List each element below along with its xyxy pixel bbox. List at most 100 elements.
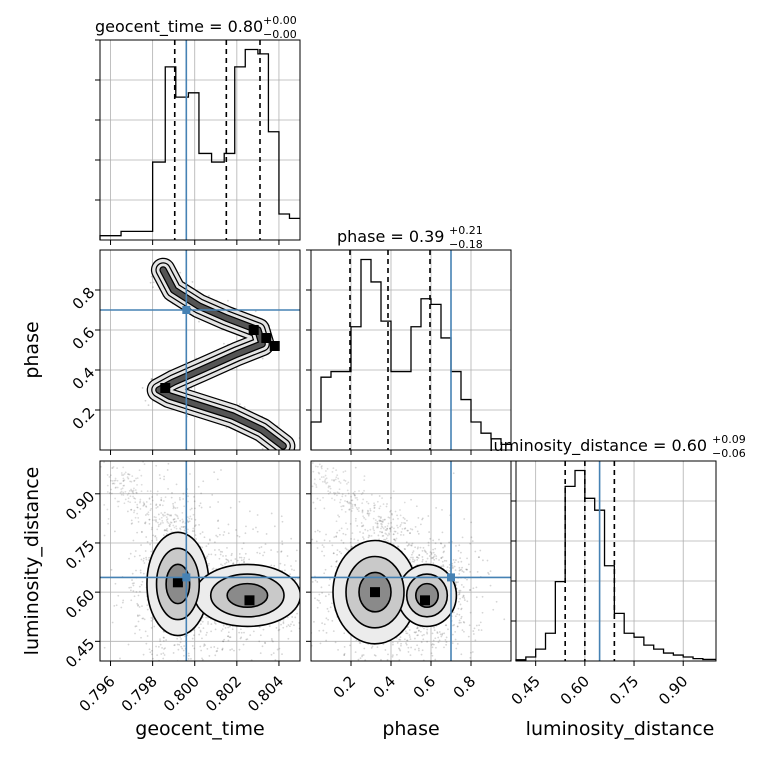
sample-point xyxy=(282,622,285,625)
sample-point xyxy=(407,651,410,653)
title-phase-sup: +0.21 xyxy=(449,224,483,237)
sample-point xyxy=(409,663,411,665)
sample-point xyxy=(317,630,319,632)
hist-panel-geocent_time xyxy=(95,39,301,245)
sample-point xyxy=(173,526,176,529)
sample-point xyxy=(457,607,460,610)
sample-point xyxy=(132,590,135,592)
sample-point xyxy=(201,658,204,661)
sample-point xyxy=(469,656,472,659)
sample-point xyxy=(203,643,206,646)
sample-point xyxy=(443,559,446,562)
sample-point xyxy=(138,469,141,472)
sample-point xyxy=(405,442,407,444)
sample-point xyxy=(339,498,342,501)
sample-point xyxy=(238,556,241,559)
sample-point xyxy=(394,539,397,542)
sample-point xyxy=(421,560,424,563)
sample-point xyxy=(227,635,230,638)
sample-point xyxy=(327,554,329,556)
sample-point xyxy=(235,670,237,672)
sample-point xyxy=(156,654,159,657)
sample-point xyxy=(345,522,347,525)
sample-point xyxy=(311,581,314,583)
sample-point xyxy=(312,501,315,504)
sample-point xyxy=(373,510,375,513)
sample-point xyxy=(113,482,116,485)
sample-point xyxy=(410,556,412,559)
sample-point xyxy=(467,563,470,566)
sample-point xyxy=(362,524,365,527)
sample-point xyxy=(357,539,359,542)
sample-point xyxy=(292,514,294,516)
sample-point xyxy=(288,625,291,628)
sample-point xyxy=(458,619,461,622)
sample-point xyxy=(442,565,445,568)
sample-point xyxy=(137,604,140,606)
sample-point xyxy=(142,501,145,504)
sample-point xyxy=(167,664,169,666)
sample-point xyxy=(261,357,264,360)
sample-point xyxy=(319,478,321,481)
sample-point xyxy=(381,535,384,537)
sample-point xyxy=(170,528,173,531)
sample-point xyxy=(456,625,459,628)
sample-point xyxy=(280,551,283,553)
sample-point xyxy=(361,654,364,657)
sample-point xyxy=(112,438,114,440)
sample-point xyxy=(159,640,161,642)
sample-point xyxy=(335,560,338,563)
sample-point xyxy=(396,524,398,527)
sample-point xyxy=(345,548,348,551)
sample-point xyxy=(273,525,276,528)
sample-point xyxy=(270,653,273,656)
sample-point xyxy=(304,626,306,628)
sample-point xyxy=(459,597,461,600)
sample-point xyxy=(120,474,123,476)
sample-point xyxy=(326,481,329,484)
sample-point xyxy=(361,525,364,528)
sample-point xyxy=(398,647,400,650)
sample-point xyxy=(370,534,373,537)
sample-point xyxy=(459,569,462,571)
sample-point xyxy=(457,600,460,603)
sample-point xyxy=(370,493,373,496)
sample-point xyxy=(213,549,216,551)
sample-point xyxy=(227,626,230,629)
sample-point xyxy=(424,550,427,553)
sample-point xyxy=(172,507,175,510)
sample-point xyxy=(428,555,431,557)
sample-point xyxy=(368,535,371,537)
sample-point xyxy=(458,569,461,572)
sample-point xyxy=(448,563,451,566)
sample-point xyxy=(129,495,132,498)
sample-point xyxy=(189,515,192,518)
sample-point xyxy=(312,707,314,709)
sample-point xyxy=(290,565,292,567)
sample-point xyxy=(363,475,366,478)
sample-point xyxy=(367,536,370,539)
sample-point xyxy=(417,546,419,549)
sample-point xyxy=(426,631,428,634)
sample-point xyxy=(448,570,451,572)
sample-point xyxy=(378,519,381,522)
sample-point xyxy=(147,404,150,407)
sample-point xyxy=(416,627,418,630)
sample-point xyxy=(317,579,319,581)
x-tick-label-luminosity_distance: 0.90 xyxy=(655,672,691,708)
sample-point xyxy=(468,589,471,591)
sample-point xyxy=(338,488,341,491)
density-peak xyxy=(269,341,280,351)
sample-point xyxy=(264,543,267,545)
sample-point xyxy=(155,539,158,541)
sample-point xyxy=(343,654,346,656)
sample-point xyxy=(337,514,339,517)
sample-point xyxy=(441,556,444,558)
sample-point xyxy=(133,487,135,490)
sample-point xyxy=(107,517,110,520)
sample-point xyxy=(363,516,366,519)
sample-point xyxy=(111,482,114,485)
sample-point xyxy=(157,645,160,648)
sample-point xyxy=(475,624,478,627)
x-tick-label-geocent_time: 0.796 xyxy=(76,672,119,715)
